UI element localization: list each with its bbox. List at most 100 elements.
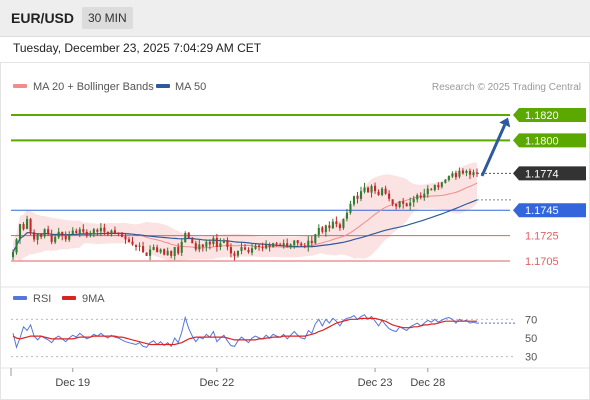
rsi-tick-30: 30 bbox=[525, 352, 537, 364]
candle-body bbox=[43, 229, 46, 237]
candle-body bbox=[461, 170, 464, 174]
candle-body bbox=[310, 240, 313, 244]
candle-body bbox=[184, 233, 187, 243]
candle-body bbox=[226, 240, 229, 248]
candle-body bbox=[388, 193, 391, 199]
candle-body bbox=[159, 249, 162, 253]
candle-body bbox=[18, 224, 22, 240]
candle-body bbox=[247, 249, 250, 253]
candle-body bbox=[240, 247, 243, 251]
x-axis: Dec 19 Dec 22 Dec 23 Dec 28 bbox=[10, 368, 445, 389]
candle-body bbox=[71, 230, 74, 234]
x-tick-label: Dec 23 bbox=[358, 377, 393, 389]
candle-body bbox=[363, 187, 366, 192]
candle-body bbox=[40, 233, 43, 237]
current-price-label-tag bbox=[513, 166, 586, 181]
candle-body bbox=[331, 221, 334, 229]
candle-body bbox=[82, 229, 85, 232]
candle-body bbox=[300, 243, 303, 246]
candle-body bbox=[138, 245, 141, 247]
candle-body bbox=[447, 175, 450, 180]
legend-swatch-9ma bbox=[62, 296, 76, 300]
level-label-1.1820-tag bbox=[513, 108, 586, 123]
candle-body bbox=[321, 227, 324, 232]
candle-body bbox=[356, 195, 359, 199]
candle-body bbox=[258, 245, 261, 248]
target-arrow-head bbox=[499, 117, 511, 128]
candle-body bbox=[92, 229, 95, 234]
copyright-text: Research © 2025 Trading Central bbox=[432, 82, 581, 93]
candle-body bbox=[187, 232, 190, 239]
candle-body bbox=[286, 243, 289, 248]
candle-body bbox=[166, 250, 169, 256]
candle-body bbox=[170, 250, 173, 256]
candle-body bbox=[416, 194, 419, 200]
candle-body bbox=[465, 170, 468, 174]
candle-body bbox=[384, 188, 387, 194]
rsi-9ma-line bbox=[12, 317, 477, 346]
candle-body bbox=[405, 203, 408, 207]
candle-body bbox=[289, 244, 292, 248]
candle-body bbox=[117, 232, 120, 235]
candle-body bbox=[47, 229, 50, 235]
candle-body bbox=[173, 247, 176, 256]
candle-body bbox=[163, 249, 166, 255]
candle-body bbox=[454, 173, 457, 178]
candle-body bbox=[426, 188, 429, 195]
candle-body bbox=[113, 230, 116, 234]
candle-body bbox=[50, 234, 53, 242]
candle-body bbox=[131, 241, 134, 245]
candle-body bbox=[314, 234, 317, 244]
candle-body bbox=[11, 252, 15, 258]
candle-body bbox=[212, 238, 215, 244]
candle-body bbox=[475, 172, 479, 174]
candle-body bbox=[15, 239, 18, 253]
level-label-1.1745-tag bbox=[513, 203, 586, 218]
candle-body bbox=[229, 247, 232, 254]
chart-datetime: Tuesday, December 23, 2025 7:04:29 AM CE… bbox=[13, 41, 262, 55]
candle-body bbox=[419, 195, 422, 198]
candle-body bbox=[26, 219, 29, 229]
candle-body bbox=[307, 240, 310, 247]
candle-body bbox=[149, 249, 152, 256]
chart-header-bar: EUR/USD 30 MIN bbox=[0, 0, 590, 37]
candle-body bbox=[296, 240, 299, 244]
timeframe-button[interactable]: 30 MIN bbox=[82, 7, 133, 29]
level-label-1.1745-text: 1.1745 bbox=[525, 205, 559, 217]
candle-body bbox=[275, 243, 278, 245]
candle-body bbox=[124, 236, 127, 240]
candle-body bbox=[335, 221, 338, 225]
candle-body bbox=[68, 234, 71, 240]
candle-body bbox=[222, 240, 225, 243]
candle-body bbox=[374, 185, 377, 192]
candle-body bbox=[110, 230, 113, 235]
level-label-1.1820-text: 1.1820 bbox=[525, 110, 559, 122]
candle-body bbox=[78, 229, 81, 234]
candle-body bbox=[279, 244, 282, 246]
candle-body bbox=[395, 203, 398, 207]
candle-body bbox=[194, 243, 197, 250]
candle-body bbox=[349, 203, 352, 213]
candle-body bbox=[36, 234, 39, 240]
candle-body bbox=[177, 247, 180, 254]
candle-body bbox=[433, 184, 436, 191]
candle-body bbox=[261, 247, 264, 249]
rsi-tick-50: 50 bbox=[525, 333, 537, 345]
legend-swatch-ma20 bbox=[13, 84, 27, 88]
candle-body bbox=[127, 239, 131, 242]
candle-body bbox=[377, 191, 380, 195]
price-labels: 1.1820 1.1800 1.1745 1.1725 1.1705 1.1774 bbox=[513, 108, 586, 268]
candle-body bbox=[208, 241, 211, 245]
candles bbox=[11, 167, 479, 261]
candle-body bbox=[282, 243, 285, 247]
candle-body bbox=[219, 243, 222, 247]
candle-body bbox=[381, 188, 384, 196]
candle-body bbox=[205, 241, 208, 247]
candle-body bbox=[54, 236, 57, 243]
candle-body bbox=[236, 250, 240, 256]
legend-swatch-ma50 bbox=[156, 84, 170, 88]
rsi-tick-70: 70 bbox=[525, 314, 537, 326]
candle-body bbox=[265, 244, 268, 249]
candle-body bbox=[145, 252, 148, 256]
